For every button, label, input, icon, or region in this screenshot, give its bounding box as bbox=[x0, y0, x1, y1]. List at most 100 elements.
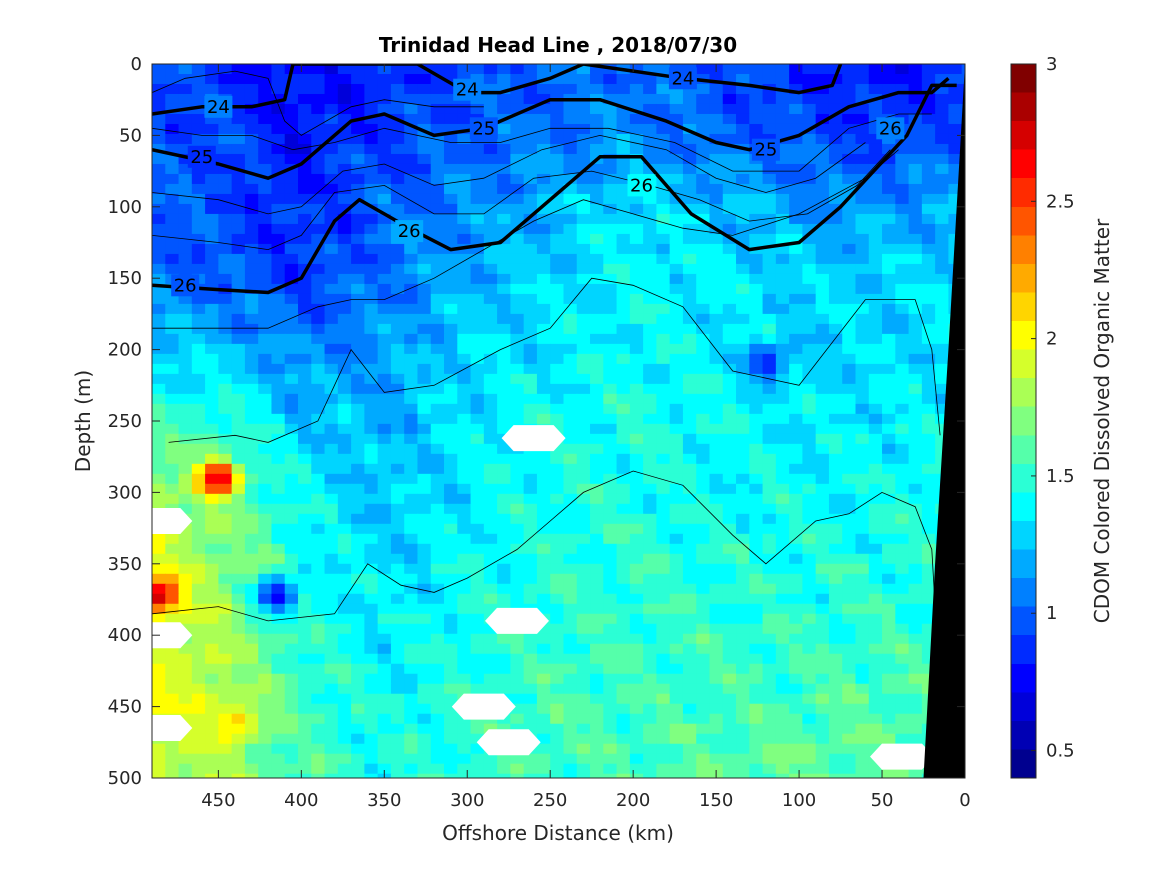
field-cell bbox=[550, 763, 565, 775]
field-cell bbox=[165, 613, 180, 625]
field-cell bbox=[669, 233, 684, 245]
field-cell bbox=[364, 523, 379, 535]
field-cell bbox=[749, 93, 764, 105]
field-cell bbox=[669, 253, 684, 265]
field-cell bbox=[311, 733, 326, 745]
field-cell bbox=[828, 213, 843, 225]
field-cell bbox=[802, 403, 817, 415]
field-cell bbox=[377, 473, 392, 485]
field-cell bbox=[563, 503, 578, 515]
field-cell bbox=[921, 323, 936, 335]
field-cell bbox=[351, 373, 365, 385]
field-cell bbox=[178, 703, 193, 715]
field-cell bbox=[736, 713, 750, 725]
field-cell bbox=[815, 163, 830, 175]
field-cell bbox=[218, 423, 233, 435]
field-cell bbox=[231, 263, 246, 275]
field-cell bbox=[643, 633, 657, 645]
field-cell bbox=[470, 523, 485, 535]
field-cell bbox=[284, 183, 299, 195]
field-cell bbox=[311, 453, 326, 465]
field-cell bbox=[828, 643, 843, 655]
colorbar-tick-label: 2.5 bbox=[1046, 191, 1075, 212]
field-cell bbox=[643, 463, 657, 475]
field-cell bbox=[536, 483, 551, 495]
field-cell bbox=[722, 463, 737, 475]
field-cell bbox=[324, 713, 339, 725]
field-cell bbox=[404, 373, 419, 385]
field-cell bbox=[417, 113, 432, 125]
field-cell bbox=[324, 493, 339, 505]
field-cell bbox=[231, 123, 246, 135]
field-cell bbox=[643, 613, 657, 625]
field-cell bbox=[815, 273, 830, 285]
field-cell bbox=[908, 533, 923, 545]
field-cell bbox=[935, 213, 949, 225]
field-cell bbox=[271, 423, 286, 435]
field-cell bbox=[669, 263, 684, 275]
field-cell bbox=[218, 313, 233, 325]
field-cell bbox=[842, 133, 857, 145]
field-cell bbox=[802, 753, 817, 765]
field-cell bbox=[590, 203, 604, 215]
field-cell bbox=[377, 353, 392, 365]
field-cell bbox=[510, 163, 525, 175]
field-cell bbox=[351, 413, 365, 425]
x-tick-label: 200 bbox=[616, 790, 650, 811]
field-cell bbox=[258, 663, 273, 675]
field-cell bbox=[882, 553, 896, 565]
field-cell bbox=[935, 103, 949, 115]
field-cell bbox=[178, 483, 193, 495]
field-cell bbox=[191, 653, 206, 665]
field-cell bbox=[271, 183, 286, 195]
field-cell bbox=[895, 313, 910, 325]
field-cell bbox=[722, 213, 737, 225]
field-cell bbox=[815, 283, 830, 295]
field-cell bbox=[470, 563, 485, 575]
field-cell bbox=[921, 673, 936, 685]
field-cell bbox=[152, 233, 166, 245]
field-cell bbox=[337, 633, 352, 645]
field-cell bbox=[709, 673, 724, 685]
field-cell bbox=[789, 213, 803, 225]
field-cell bbox=[895, 603, 910, 615]
field-cell bbox=[457, 283, 472, 295]
field-cell bbox=[550, 583, 565, 595]
field-cell bbox=[921, 183, 936, 195]
field-cell bbox=[762, 773, 777, 778]
field-cell bbox=[271, 393, 286, 405]
field-cell bbox=[669, 593, 684, 605]
field-cell bbox=[855, 253, 870, 265]
field-cell bbox=[351, 223, 365, 235]
field-cell bbox=[656, 543, 671, 555]
field-cell bbox=[284, 583, 299, 595]
field-cell bbox=[337, 753, 352, 765]
field-cell bbox=[802, 593, 817, 605]
field-cell bbox=[603, 393, 618, 405]
field-cell bbox=[603, 743, 618, 755]
field-cell bbox=[165, 203, 180, 215]
field-cell bbox=[165, 693, 180, 705]
field-cell bbox=[775, 453, 790, 465]
field-cell bbox=[178, 253, 193, 265]
field-cell bbox=[828, 743, 843, 755]
field-cell bbox=[921, 273, 936, 285]
field-cell bbox=[191, 413, 206, 425]
field-cell bbox=[311, 683, 326, 695]
field-cell bbox=[191, 383, 206, 395]
field-cell bbox=[550, 753, 565, 765]
field-cell bbox=[855, 533, 870, 545]
field-cell bbox=[590, 593, 604, 605]
field-cell bbox=[377, 303, 392, 315]
field-cell bbox=[616, 123, 631, 135]
field-cell bbox=[510, 273, 525, 285]
field-cell bbox=[205, 213, 219, 225]
field-cell bbox=[430, 543, 445, 555]
field-cell bbox=[736, 503, 750, 515]
field-cell bbox=[802, 643, 817, 655]
field-cell bbox=[576, 243, 591, 255]
field-cell bbox=[258, 153, 273, 165]
field-cell bbox=[749, 313, 764, 325]
field-cell bbox=[882, 323, 896, 335]
field-cell bbox=[298, 253, 312, 265]
